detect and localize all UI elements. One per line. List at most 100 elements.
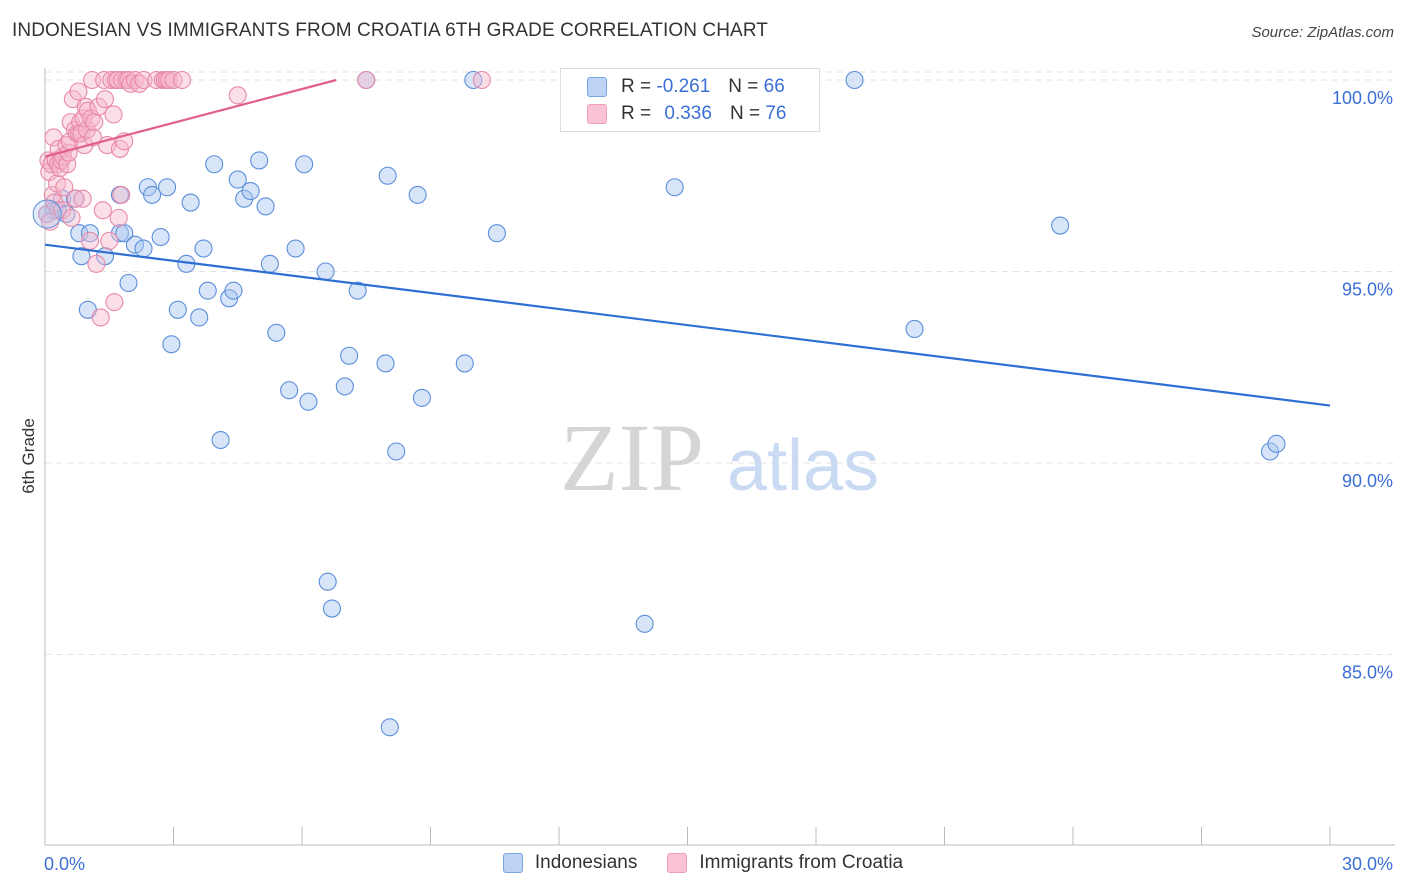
- y-tick-label: 85.0%: [1342, 663, 1393, 683]
- legend-swatch-pink: [587, 104, 607, 124]
- legend-row-indonesians: R = -0.261 N = 66: [587, 74, 785, 100]
- data-point-croatia: [160, 70, 179, 90]
- data-point-croatia: [87, 254, 106, 273]
- data-point-croatia: [66, 189, 85, 208]
- legend-swatch-blue: [502, 853, 523, 873]
- data-point-indonesians: [295, 155, 314, 174]
- series-legend: Indonesians Immigrants from Croatia: [0, 852, 1406, 874]
- data-point-indonesians: [235, 189, 254, 208]
- data-point-indonesians: [256, 197, 275, 216]
- data-point-indonesians: [635, 614, 654, 633]
- data-point-indonesians: [162, 335, 181, 354]
- legend-r-label: R =: [621, 76, 652, 97]
- data-point-indonesians: [267, 323, 286, 342]
- legend-r-label: R =: [621, 103, 652, 124]
- data-point-croatia: [89, 97, 108, 116]
- data-point-indonesians: [143, 185, 162, 204]
- data-point-croatia: [134, 70, 153, 90]
- data-point-indonesians: [299, 392, 318, 411]
- data-point-indonesians: [455, 354, 474, 373]
- data-point-indonesians: [1051, 216, 1070, 235]
- trend-line-indonesians: [44, 243, 1331, 407]
- legend-n-label: N =: [729, 103, 761, 124]
- legend-swatch-blue: [587, 77, 607, 97]
- data-point-croatia: [112, 185, 131, 204]
- watermark: ZIP atlas: [560, 404, 879, 511]
- data-point-croatia: [69, 82, 88, 101]
- axes: 100.0% 95.0% 90.0% 85.0% 0.0% 30.0%: [44, 68, 1395, 874]
- data-point-indonesians: [335, 377, 354, 396]
- data-point-croatia: [105, 293, 124, 312]
- data-point-indonesians: [280, 381, 299, 400]
- data-point-indonesians: [250, 151, 269, 170]
- data-point-croatia: [472, 70, 491, 90]
- source-label: Source: ZipAtlas.com: [1251, 24, 1394, 41]
- data-point-indonesians: [487, 224, 506, 243]
- legend-row-croatia: R = 0.336 N = 76: [587, 101, 786, 127]
- legend-n-label: N =: [728, 76, 759, 97]
- legend-swatch-pink: [667, 853, 688, 873]
- data-point-indonesians: [412, 388, 431, 407]
- data-point-croatia: [80, 231, 100, 250]
- y-tick-label: 95.0%: [1342, 280, 1393, 300]
- data-point-indonesians: [322, 599, 342, 618]
- data-point-croatia: [100, 231, 119, 250]
- data-point-indonesians: [1260, 442, 1280, 461]
- data-point-indonesians: [151, 227, 170, 247]
- data-point-indonesians: [408, 185, 427, 204]
- y-tick-label: 90.0%: [1342, 471, 1393, 491]
- data-point-indonesians: [905, 319, 924, 339]
- data-point-indonesians: [205, 155, 224, 174]
- data-point-croatia: [83, 128, 103, 147]
- data-point-indonesians: [318, 572, 337, 591]
- data-point-croatia: [91, 308, 110, 327]
- data-point-indonesians: [119, 273, 138, 293]
- data-point-indonesians: [845, 70, 864, 90]
- y-axis-label: 6th Grade: [19, 418, 38, 494]
- data-point-indonesians: [168, 300, 187, 319]
- data-point-indonesians: [387, 442, 406, 461]
- data-point-croatia: [85, 113, 104, 132]
- legend-label-croatia: Immigrants from Croatia: [699, 852, 904, 873]
- data-points: [32, 70, 1286, 737]
- data-point-croatia: [113, 70, 132, 90]
- stats-legend: R = -0.261 N = 66 R = 0.336 N = 76: [560, 68, 820, 132]
- data-point-indonesians: [134, 239, 153, 258]
- data-point-indonesians: [228, 170, 247, 189]
- watermark-zip: ZIP: [560, 404, 704, 511]
- data-point-indonesians: [260, 254, 279, 273]
- x-tick-label: 0.0%: [44, 854, 85, 874]
- data-point-indonesians: [224, 281, 243, 300]
- data-point-croatia: [109, 208, 128, 227]
- grid: [45, 71, 1395, 655]
- trend-lines: [44, 78, 1331, 407]
- data-point-croatia: [55, 178, 74, 197]
- data-point-indonesians: [241, 182, 260, 201]
- data-point-croatia: [53, 201, 72, 220]
- data-point-indonesians: [286, 239, 305, 258]
- y-tick-label: 100.0%: [1332, 88, 1393, 108]
- data-point-indonesians: [211, 430, 230, 450]
- legend-item-indonesians: Indonesians: [502, 852, 638, 874]
- data-point-croatia: [73, 189, 92, 208]
- watermark-atlas: atlas: [727, 426, 879, 506]
- data-point-croatia: [95, 90, 115, 109]
- data-point-indonesians: [665, 178, 684, 197]
- data-point-indonesians: [340, 346, 359, 365]
- legend-label-indonesians: Indonesians: [534, 852, 638, 873]
- legend-item-croatia: Immigrants from Croatia: [667, 852, 903, 874]
- data-point-indonesians: [1267, 434, 1286, 453]
- data-point-indonesians: [380, 718, 399, 737]
- data-point-indonesians: [316, 262, 335, 281]
- data-point-indonesians: [194, 239, 213, 258]
- data-point-croatia: [104, 105, 123, 124]
- chart-title: INDONESIAN VS IMMIGRANTS FROM CROATIA 6T…: [12, 20, 769, 41]
- legend-r-value: 0.336: [664, 103, 712, 124]
- data-point-indonesians: [158, 178, 177, 197]
- x-tick-label: 30.0%: [1342, 854, 1393, 874]
- data-point-indonesians: [181, 193, 200, 212]
- data-point-indonesians: [72, 247, 91, 266]
- legend-r-value: -0.261: [656, 76, 711, 97]
- data-point-indonesians: [80, 224, 100, 243]
